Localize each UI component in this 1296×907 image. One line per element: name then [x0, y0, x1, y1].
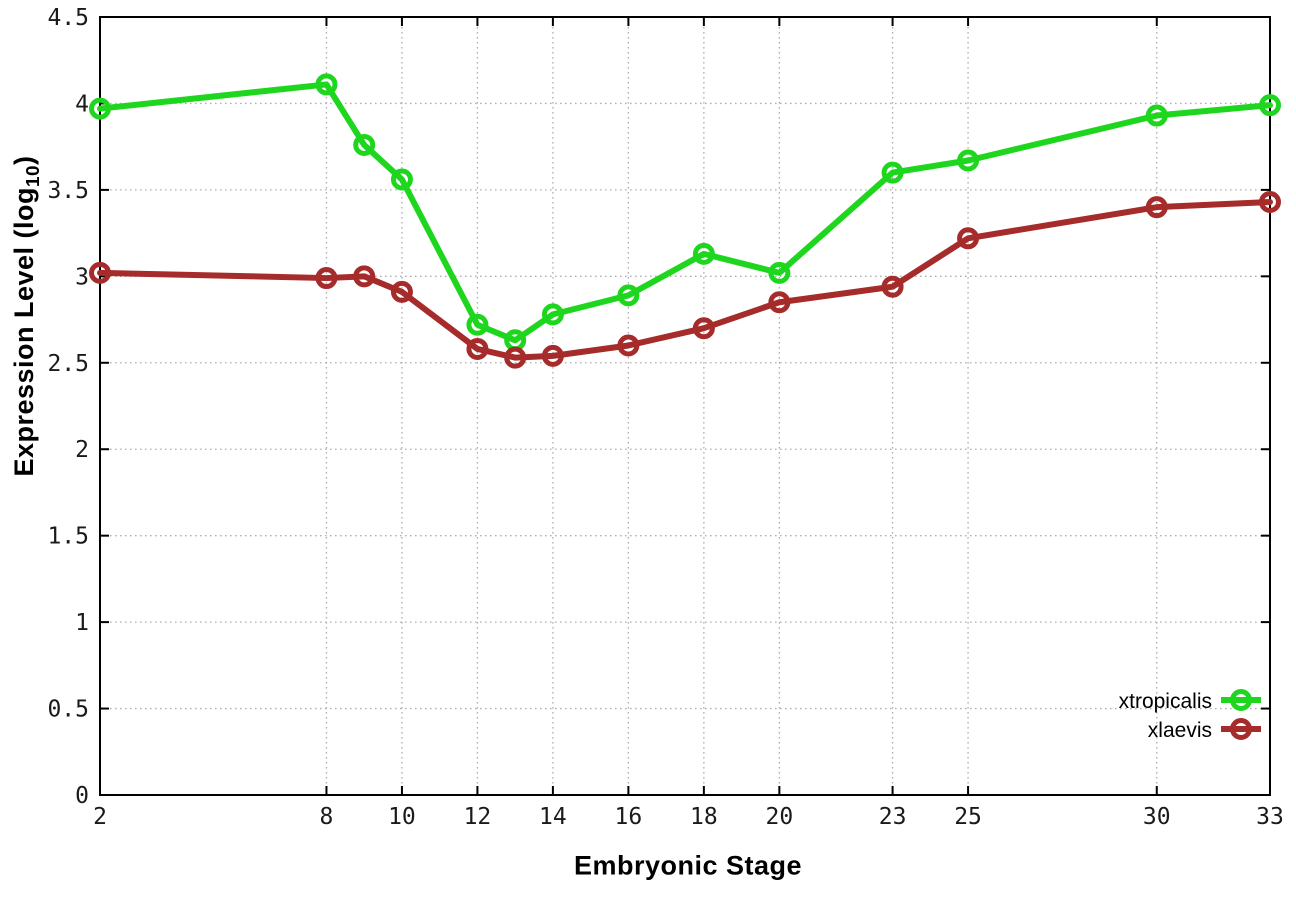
- x-tick-label: 30: [1143, 804, 1171, 830]
- x-tick-label: 14: [539, 804, 567, 830]
- series-xtropicalis-marker: [1145, 104, 1168, 127]
- y-axis-title-subscript: 10: [23, 164, 45, 187]
- x-tick-label: 23: [879, 804, 907, 830]
- series-xlaevis-marker: [89, 261, 111, 284]
- series-xlaevis-marker: [466, 337, 489, 360]
- x-tick-label: 2: [93, 804, 107, 830]
- series-xtropicalis-marker: [541, 303, 564, 326]
- x-axis-title: Embryonic Stage: [573, 850, 803, 881]
- y-axis-title-main: Expression Level (log: [8, 186, 39, 477]
- series-xlaevis-marker: [1259, 190, 1281, 213]
- x-tick-label: 8: [320, 804, 334, 830]
- y-axis-title-close: ): [8, 155, 39, 165]
- series-xtropicalis-marker: [390, 168, 413, 191]
- series-xlaevis-marker: [541, 344, 564, 367]
- series-xlaevis-marker: [1145, 196, 1168, 219]
- series-xtropicalis-marker: [881, 161, 904, 184]
- series-xlaevis-marker: [692, 317, 715, 340]
- series-xtropicalis-marker: [768, 261, 791, 284]
- x-tick-label: 33: [1256, 804, 1284, 830]
- series-xtropicalis-line: [97, 81, 1273, 344]
- y-tick-label: 4.5: [47, 5, 89, 31]
- series-xtropicalis-marker: [957, 149, 980, 172]
- x-tick-label: 18: [690, 804, 718, 830]
- series-xtropicalis-marker: [89, 97, 111, 120]
- x-tick-label: 10: [388, 804, 416, 830]
- y-tick-label: 0: [75, 783, 89, 809]
- legend-label-xtropicalis: xtropicalis: [1119, 690, 1212, 713]
- series-xlaevis-marker: [957, 227, 980, 250]
- series-xlaevis-marker: [881, 275, 904, 298]
- x-tick-label: 16: [615, 804, 643, 830]
- y-tick-label: 4: [75, 91, 89, 117]
- y-tick-label: 2.5: [47, 351, 89, 377]
- series-xlaevis-line: [97, 198, 1273, 361]
- y-axis-title: Expression Level (log10): [9, 155, 45, 476]
- y-tick-label: 1.5: [47, 524, 89, 550]
- series-xtropicalis-marker: [617, 284, 640, 307]
- y-tick-label: 0.5: [47, 697, 89, 723]
- series-xlaevis-marker: [617, 334, 640, 357]
- y-tick-label: 3.5: [47, 178, 89, 204]
- series-xtropicalis-marker: [315, 73, 338, 96]
- x-tick-label: 12: [464, 804, 492, 830]
- y-tick-label: 1: [75, 610, 89, 636]
- y-tick-label: 2: [75, 437, 89, 463]
- series-xtropicalis-marker: [353, 133, 376, 156]
- y-tick-label: 3: [75, 264, 89, 290]
- series-xlaevis-marker: [353, 265, 376, 288]
- x-tick-label: 25: [954, 804, 982, 830]
- legend-label-xlaevis: xlaevis: [1148, 719, 1212, 742]
- series-xtropicalis-marker: [692, 242, 715, 265]
- plot-border: [99, 16, 1271, 796]
- legend-sample-marker-xtropicalis: [1230, 689, 1252, 711]
- x-tick-label: 20: [766, 804, 794, 830]
- series-xlaevis-marker: [504, 346, 527, 369]
- legend-sample-marker-xlaevis: [1230, 718, 1252, 740]
- series-xtropicalis-marker: [1259, 94, 1281, 117]
- series-xtropicalis-marker: [466, 313, 489, 336]
- series-xlaevis-marker: [768, 291, 791, 314]
- series-xlaevis-marker: [315, 267, 338, 290]
- series-xlaevis-marker: [390, 280, 413, 303]
